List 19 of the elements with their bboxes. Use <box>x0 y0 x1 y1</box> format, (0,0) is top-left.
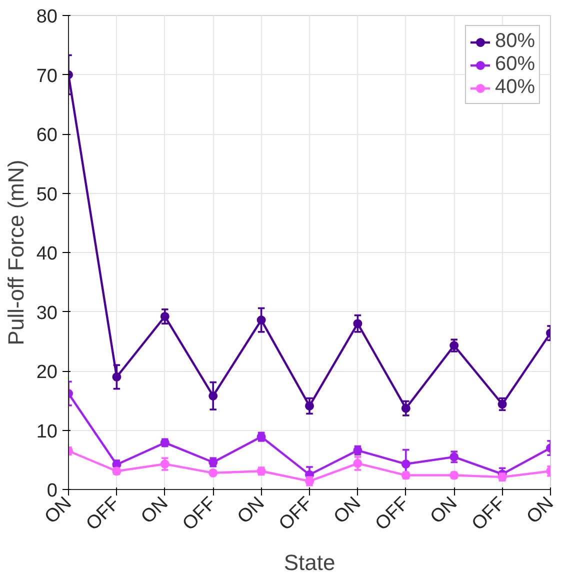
legend-label: 80% <box>494 30 535 53</box>
legend-label: 40% <box>494 76 535 99</box>
y-tick-label: 60 <box>36 125 58 146</box>
x-tick-label: ON <box>234 493 269 528</box>
x-tick-label: ON <box>137 493 172 528</box>
x-tick-label: ON <box>330 493 366 528</box>
y-tick-label: 10 <box>36 421 58 442</box>
y-tick-label: 80 <box>36 6 58 28</box>
y-axis-title: Pull-off Force (mN) <box>3 160 28 346</box>
y-tick-label: 50 <box>36 184 58 206</box>
x-tick-label: ON <box>426 493 462 528</box>
x-tick-label: ON <box>522 493 558 528</box>
legend-label: 60% <box>494 53 535 76</box>
y-tick-label: 30 <box>36 302 58 324</box>
y-tick-label: 0 <box>46 480 58 502</box>
y-tick-label: 70 <box>36 66 58 87</box>
x-axis-title: State <box>284 550 336 576</box>
y-tick-label: 40 <box>36 244 58 264</box>
y-tick-label: 20 <box>36 362 58 383</box>
